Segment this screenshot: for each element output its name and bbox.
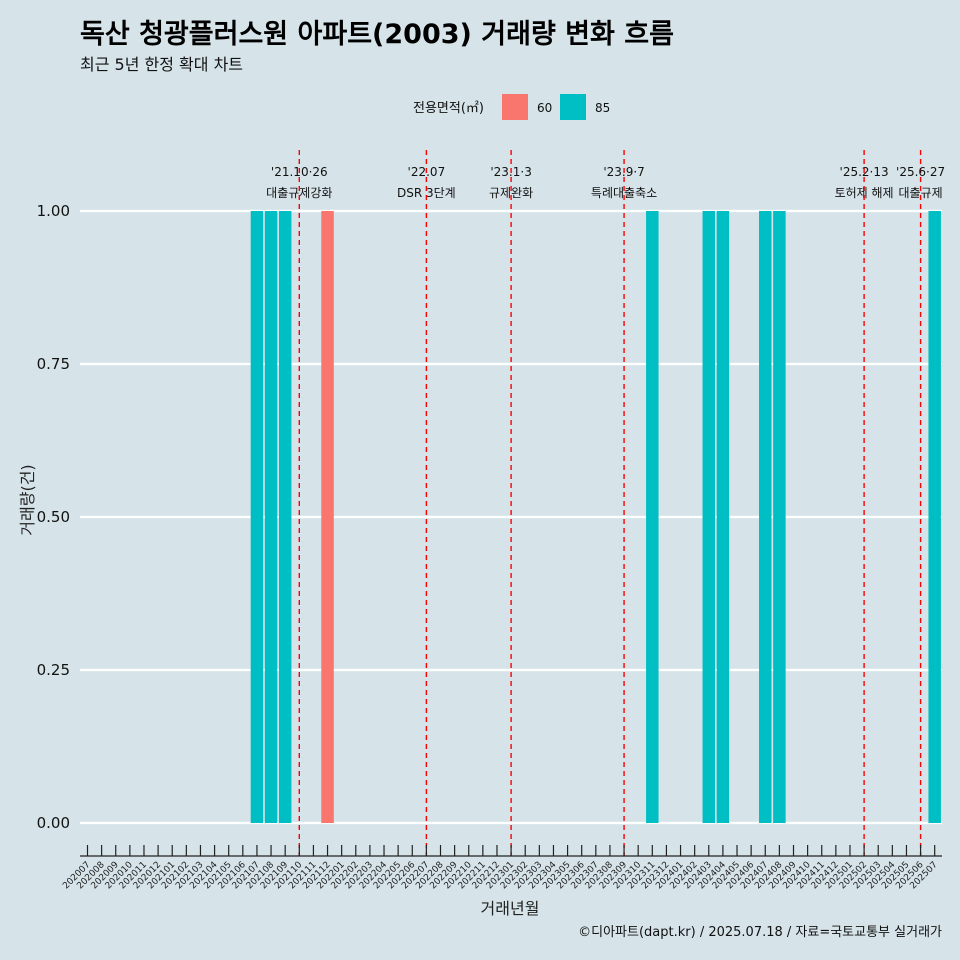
chart-subtitle: 최근 5년 한정 확대 차트 [80, 55, 243, 74]
bar-85-202403 [702, 211, 716, 823]
legend: 전용면적(㎡) 60 85 [413, 94, 610, 120]
event-label: 특례대출축소 [591, 186, 657, 200]
y-tick-label: 0.25 [37, 661, 70, 679]
bars [250, 211, 941, 823]
bar-85-202311 [646, 211, 659, 823]
y-axis-title: 거래량(건) [18, 464, 37, 535]
event-date: '22.07 [408, 165, 446, 179]
y-tick-labels: 0.00 0.25 0.50 0.75 1.00 [37, 202, 70, 832]
event-label: 규제완화 [489, 186, 533, 200]
x-axis: 2020072020082020092020102020112020122021… [61, 845, 942, 891]
gridlines [80, 209, 942, 825]
bar-60-202112 [321, 211, 334, 823]
event-date: '21.10·26 [271, 165, 328, 179]
chart-title: 독산 청광플러스원 아파트(2003) 거래량 변화 흐름 [80, 19, 674, 50]
y-tick-label: 0.00 [37, 814, 70, 832]
event-date: '25.2·13 [840, 165, 889, 179]
legend-label-85: 85 [595, 101, 610, 115]
y-tick-label: 0.75 [37, 355, 70, 373]
bar-85-202108 [264, 211, 278, 823]
legend-swatch-60 [502, 94, 528, 120]
event-label: 대출규제강화 [266, 186, 332, 200]
bar-85-202507 [928, 211, 941, 823]
legend-label-60: 60 [537, 101, 552, 115]
event-date: '25.6·27 [896, 165, 945, 179]
legend-swatch-85 [560, 94, 586, 120]
bar-85-202407 [759, 211, 772, 823]
bar-85-202404 [716, 211, 730, 823]
event-label: 대출규제 [898, 186, 942, 200]
bar-85-202109 [278, 211, 292, 823]
x-axis-title: 거래년월 [481, 899, 540, 918]
event-date: '23.1·3 [490, 165, 531, 179]
bar-85-202408 [773, 211, 786, 823]
event-label: DSR 3단계 [397, 186, 456, 200]
event-lines: '21.10·26 대출규제강화 '22.07 DSR 3단계 '23.1·3 규제완화 '… [266, 150, 945, 856]
bar-85-202107 [250, 211, 264, 823]
event-date: '23.9·7 [603, 165, 644, 179]
event-label: 토허제 해제 [835, 186, 894, 200]
legend-title: 전용면적(㎡) [413, 101, 484, 116]
caption: ©디아파트(dapt.kr) / 2025.07.18 / 자료=국토교통부 실… [578, 925, 942, 940]
y-tick-label: 1.00 [37, 202, 70, 220]
y-tick-label: 0.50 [37, 508, 70, 526]
